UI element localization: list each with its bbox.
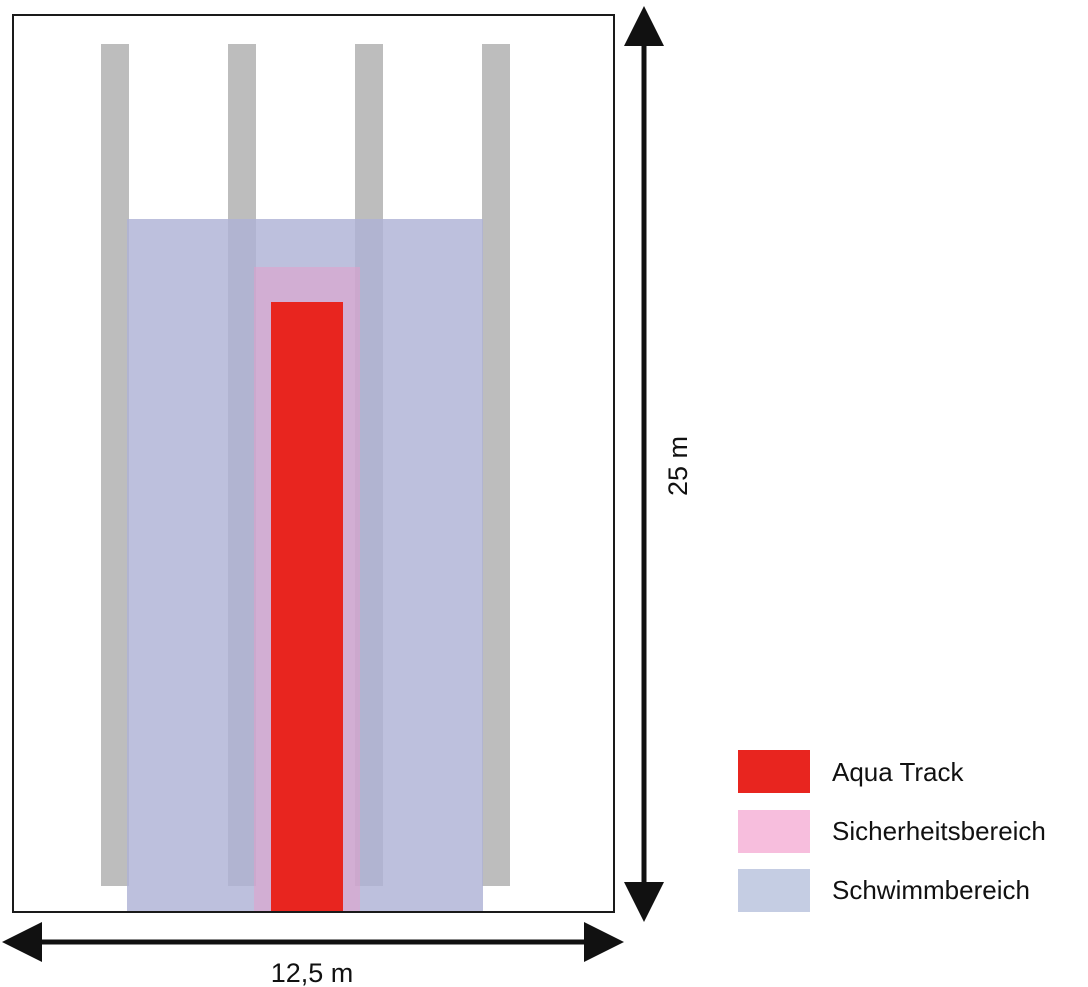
lane-line-4 bbox=[482, 44, 510, 886]
legend-item-swim-area: Schwimmbereich bbox=[738, 869, 1030, 912]
legend-swatch-safety-area bbox=[738, 810, 810, 853]
legend-swatch-aqua-track bbox=[738, 750, 810, 793]
legend-label-aqua-track: Aqua Track bbox=[832, 757, 965, 787]
pool-outline bbox=[12, 14, 615, 913]
legend-item-aqua-track: Aqua Track bbox=[738, 750, 965, 793]
aqua-track bbox=[271, 302, 343, 913]
legend-label-swim-area: Schwimmbereich bbox=[832, 875, 1030, 905]
legend-label-safety-area: Sicherheitsbereich bbox=[832, 816, 1046, 846]
legend-item-safety-area: Sicherheitsbereich bbox=[738, 810, 1046, 853]
legend: Aqua Track Sicherheitsbereich Schwimmber… bbox=[738, 750, 1046, 912]
lane-line-1 bbox=[101, 44, 129, 886]
legend-swatch-swim-area bbox=[738, 869, 810, 912]
width-dimension-label: 12,5 m bbox=[271, 958, 354, 987]
length-dimension-label: 25 m bbox=[663, 436, 693, 496]
